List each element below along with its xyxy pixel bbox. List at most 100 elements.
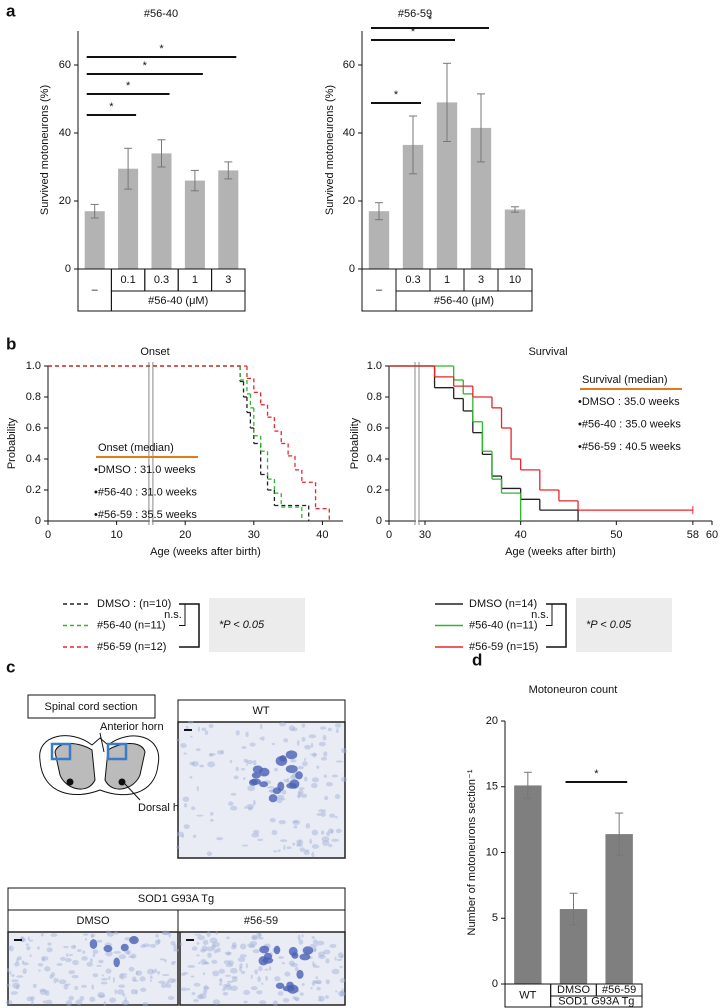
bar [368,211,390,269]
y-tick-label: 10 [486,846,498,858]
tissue [197,962,201,965]
tissue [312,965,320,968]
tissue [323,949,331,955]
tissue [328,843,333,848]
significance-label: * [109,101,114,113]
tissue [239,966,242,972]
tissue [304,744,312,750]
tissue [63,945,69,949]
tissue [258,966,263,972]
tissue [230,805,238,811]
tissue [241,746,247,749]
tissue [9,945,14,952]
group-label: #56-40 (μM) [148,295,208,307]
tissue [231,942,237,948]
motoneuron [279,755,287,762]
image-header: WT [252,705,269,717]
motoneuron [295,771,303,780]
tissue [157,938,161,944]
tissue [284,971,291,977]
y-tick-label: 0.2 [26,484,41,496]
tissue [22,968,27,975]
tissue [316,765,320,769]
tissue [297,794,301,799]
tissue [46,947,53,953]
tissue [204,962,210,965]
tissue [291,727,298,732]
tissue [339,990,343,997]
category-label: 1 [444,274,450,286]
tissue [96,964,102,967]
tissue [118,954,127,960]
tissue [243,777,246,781]
tissue [231,944,237,950]
tissue [130,988,137,995]
tissue [65,983,71,986]
tissue [246,803,254,810]
tissue [190,735,193,738]
tissue [290,759,297,763]
tissue [116,989,125,995]
tissue [91,934,94,938]
tissue [295,844,304,847]
tissue [89,958,93,963]
tissue [124,951,130,955]
tissue [190,975,195,978]
median-title: Onset (median) [98,442,174,454]
tissue [314,981,322,984]
tissue [237,956,246,963]
tissue [189,776,193,779]
tissue [240,767,246,771]
tissue [298,939,304,945]
tissue [246,763,249,766]
tissue [283,844,286,851]
tissue [290,963,298,968]
tissue [279,721,287,727]
tissue [31,999,34,1005]
tissue [327,828,334,834]
tissue [53,977,57,984]
tissue [325,979,330,985]
chart-title: Onset [140,346,169,358]
tissue [216,836,224,841]
tissue [98,994,106,998]
tissue [112,976,115,983]
dot [66,778,74,786]
x-tick-label: 50 [610,529,622,541]
tissue [296,839,304,846]
tissue [311,851,315,858]
tissue [311,829,319,836]
tissue [225,984,232,991]
tissue [311,935,315,940]
bar [514,785,542,984]
tissue [140,944,146,948]
tissue [10,979,19,983]
tissue [336,728,339,732]
tissue [312,961,315,967]
tissue [228,960,234,966]
tissue [324,795,329,801]
bar [84,211,105,269]
tissue [198,993,207,999]
tissue [92,949,99,954]
tissue [9,970,12,975]
significance-label: * [143,60,148,72]
tissue [315,979,322,985]
y-tick-label: 20 [59,195,71,207]
tissue [76,949,82,952]
tissue [304,757,307,761]
tissue [183,803,188,808]
tissue [154,968,158,973]
tissue [325,995,329,999]
anterior-label: Anterior horn [100,721,164,733]
x-tick-label: 40 [316,529,328,541]
tissue [243,989,251,996]
category-label: 3 [225,274,231,286]
image-header: #56-59 [244,915,278,927]
tissue [37,962,44,967]
y-tick-label: 0 [492,978,498,990]
tissue [334,815,338,819]
tissue [301,723,306,728]
category-label: 3 [478,274,484,286]
tissue [342,991,345,997]
